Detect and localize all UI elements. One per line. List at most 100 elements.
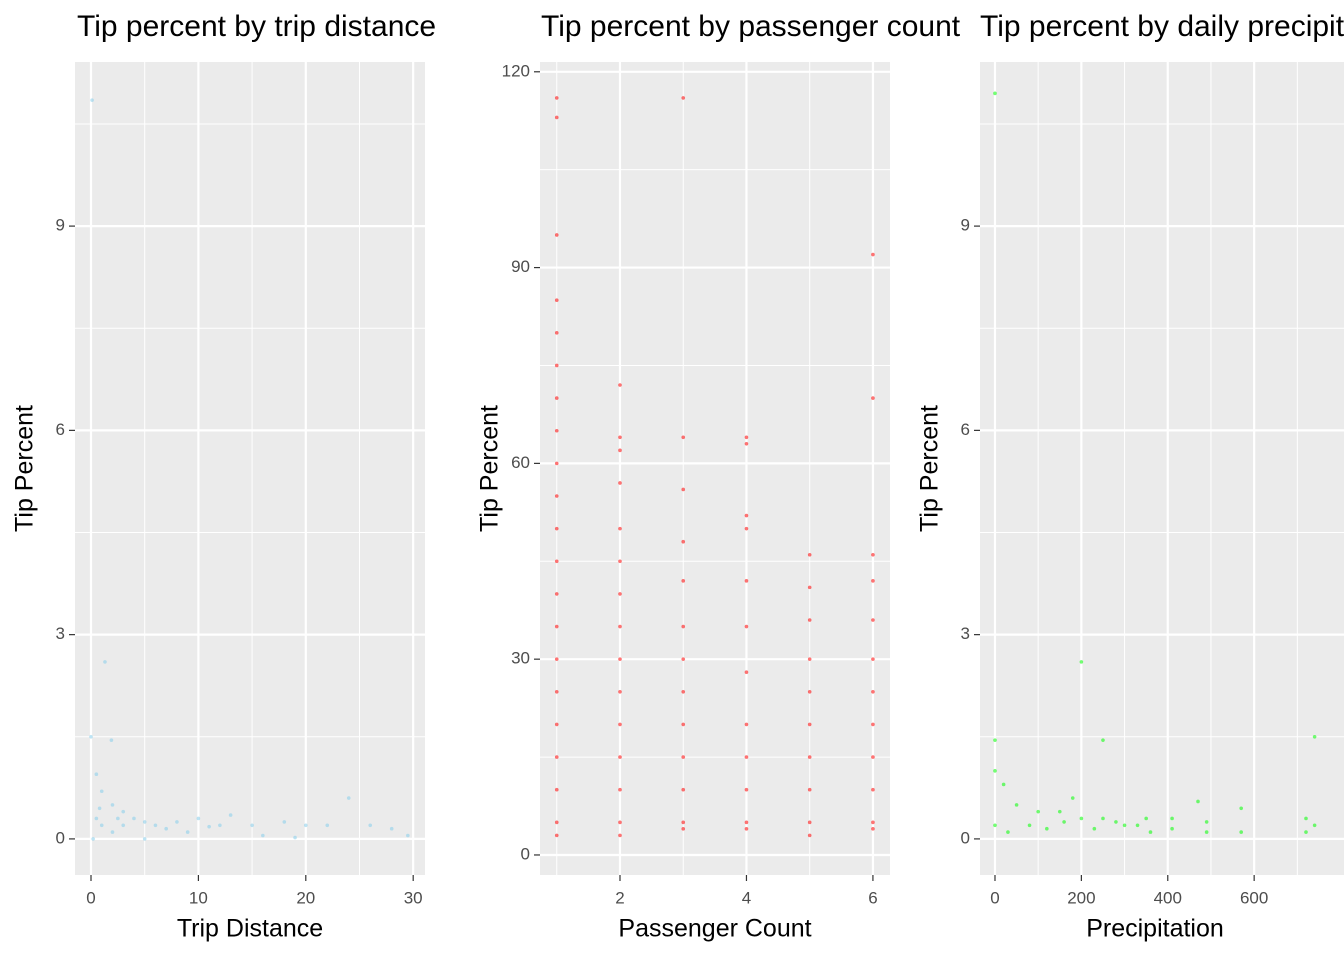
point	[744, 722, 749, 727]
point	[554, 657, 559, 661]
point	[993, 738, 997, 742]
point	[618, 383, 622, 387]
point	[871, 579, 875, 583]
y-tick-label: 30	[511, 649, 530, 668]
point	[142, 837, 147, 841]
y-axis-label: Tip Percent	[11, 405, 39, 532]
x-tick-label: 600	[1240, 888, 1268, 907]
point	[618, 787, 622, 792]
point	[618, 526, 622, 531]
point	[681, 96, 686, 100]
point	[1312, 823, 1317, 828]
y-axis-label: Tip Percent	[916, 405, 944, 532]
point	[1122, 823, 1127, 828]
point	[871, 722, 875, 727]
point	[1079, 816, 1084, 821]
point	[1062, 820, 1066, 824]
point	[681, 657, 686, 661]
point	[618, 559, 622, 564]
point	[1092, 826, 1097, 831]
x-tick-label: 200	[1067, 888, 1095, 907]
point	[807, 585, 812, 590]
point	[744, 755, 749, 759]
point	[618, 435, 622, 440]
point	[554, 331, 559, 335]
y-tick-label: 9	[961, 216, 970, 235]
point	[1079, 660, 1084, 664]
point	[97, 806, 102, 811]
chart-title: Tip percent by passenger count	[541, 10, 961, 43]
point	[185, 830, 190, 834]
point	[681, 827, 686, 831]
point	[554, 461, 559, 466]
point	[618, 833, 622, 838]
point	[368, 823, 373, 828]
point	[554, 690, 559, 694]
point	[618, 755, 622, 759]
point	[1170, 816, 1174, 821]
point	[744, 670, 749, 675]
point	[406, 833, 410, 838]
point	[554, 755, 559, 759]
point	[554, 428, 559, 433]
point	[618, 481, 622, 485]
point	[807, 787, 812, 792]
point	[99, 823, 104, 828]
point	[618, 592, 622, 596]
point	[807, 690, 812, 694]
y-tick-label: 6	[961, 420, 970, 439]
point	[90, 98, 94, 102]
point	[132, 816, 136, 821]
y-axis-label: Tip Percent	[476, 405, 504, 532]
point	[228, 813, 233, 817]
point	[681, 624, 686, 629]
point	[303, 823, 308, 828]
point	[744, 827, 749, 831]
x-tick-label: 400	[1154, 888, 1182, 907]
point	[807, 833, 812, 838]
point	[744, 526, 749, 531]
point	[389, 826, 394, 831]
chart-title: Tip percent by daily precipitation	[980, 10, 1344, 43]
point	[871, 618, 875, 622]
point	[681, 435, 686, 440]
point	[993, 769, 997, 773]
point	[207, 824, 211, 829]
point	[871, 657, 875, 661]
point	[1312, 734, 1317, 739]
x-tick-label: 0	[990, 888, 999, 907]
point	[1057, 809, 1062, 814]
point	[681, 690, 686, 694]
point	[1014, 803, 1019, 807]
point	[807, 552, 812, 557]
point	[250, 823, 254, 828]
point	[681, 755, 686, 759]
point	[744, 435, 749, 440]
point	[681, 539, 686, 544]
point	[681, 579, 686, 583]
x-axis-label: Trip Distance	[177, 915, 323, 943]
point	[164, 826, 168, 831]
point	[89, 734, 93, 739]
point	[681, 787, 686, 792]
point	[554, 526, 559, 531]
point	[1036, 809, 1040, 814]
point	[554, 592, 559, 596]
chart-title: Tip percent by trip distance	[77, 10, 436, 43]
point	[554, 833, 559, 838]
point	[807, 618, 812, 622]
point	[618, 624, 622, 629]
point	[554, 115, 559, 120]
point	[1196, 799, 1200, 804]
point	[1114, 820, 1118, 824]
point	[993, 823, 997, 828]
point	[744, 787, 749, 792]
point	[1135, 823, 1140, 828]
point	[618, 657, 622, 661]
y-tick-label: 3	[56, 624, 65, 643]
point	[1101, 816, 1105, 821]
point	[175, 820, 179, 824]
point	[1101, 738, 1105, 742]
point	[121, 809, 126, 814]
point	[1304, 830, 1308, 834]
